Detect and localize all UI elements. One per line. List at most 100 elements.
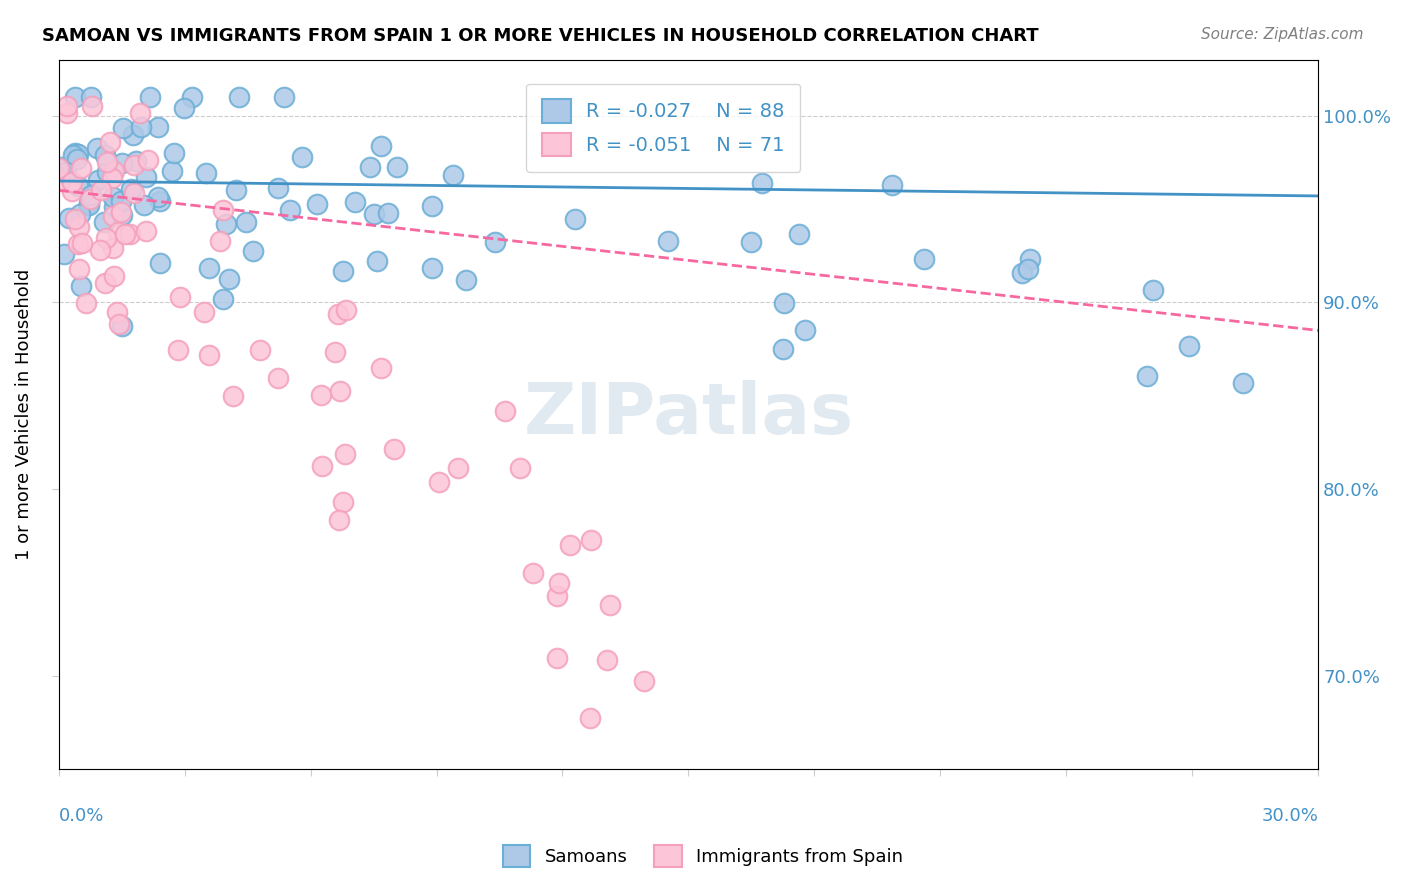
Point — [335, 303, 357, 318]
Point — [136, 153, 159, 167]
Point — [89, 243, 111, 257]
Point — [235, 215, 257, 229]
Point — [509, 461, 531, 475]
Point — [740, 235, 762, 249]
Point — [118, 227, 141, 242]
Point — [52, 247, 75, 261]
Point — [579, 711, 602, 725]
Point — [79, 90, 101, 104]
Point — [1136, 369, 1159, 384]
Point — [311, 388, 333, 402]
Point — [79, 198, 101, 212]
Text: 0.0%: 0.0% — [59, 806, 104, 825]
Point — [122, 158, 145, 172]
Point — [48, 174, 70, 188]
Point — [420, 199, 443, 213]
Point — [101, 189, 124, 203]
Point — [103, 163, 125, 178]
Point — [195, 165, 218, 179]
Point — [100, 170, 122, 185]
Point — [377, 206, 399, 220]
Point — [107, 225, 129, 239]
Text: ZIPatlas: ZIPatlas — [523, 380, 853, 449]
Point — [305, 197, 328, 211]
Point — [132, 198, 155, 212]
Point — [359, 160, 381, 174]
Point — [221, 389, 243, 403]
Point — [129, 106, 152, 120]
Point — [55, 99, 77, 113]
Point — [122, 128, 145, 142]
Point — [1232, 376, 1254, 391]
Point — [484, 235, 506, 249]
Point — [242, 244, 264, 258]
Point — [111, 319, 134, 334]
Point — [60, 175, 83, 189]
Point — [79, 187, 101, 202]
Point — [328, 513, 350, 527]
Point — [546, 650, 568, 665]
Point — [596, 653, 619, 667]
Point — [87, 173, 110, 187]
Point — [323, 344, 346, 359]
Point — [751, 176, 773, 190]
Point — [148, 120, 170, 135]
Point — [124, 153, 146, 168]
Point — [48, 161, 70, 176]
Point — [193, 305, 215, 319]
Point — [62, 148, 84, 162]
Point — [135, 169, 157, 184]
Point — [120, 182, 142, 196]
Point — [135, 223, 157, 237]
Point — [94, 147, 117, 161]
Point — [105, 305, 128, 319]
Point — [420, 260, 443, 275]
Point — [494, 404, 516, 418]
Point — [98, 135, 121, 149]
Point — [599, 599, 621, 613]
Point — [633, 673, 655, 688]
Point — [72, 236, 94, 251]
Point — [326, 307, 349, 321]
Point — [441, 168, 464, 182]
Point — [332, 494, 354, 508]
Point — [80, 99, 103, 113]
Point — [880, 178, 903, 192]
Point — [63, 212, 86, 227]
Point — [382, 442, 405, 457]
Point — [1017, 261, 1039, 276]
Point — [49, 160, 72, 174]
Point — [160, 163, 183, 178]
Point — [564, 212, 586, 227]
Point — [79, 192, 101, 206]
Point — [103, 209, 125, 223]
Point — [1019, 252, 1042, 267]
Point — [111, 121, 134, 136]
Point — [53, 168, 76, 182]
Legend: Samoans, Immigrants from Spain: Samoans, Immigrants from Spain — [496, 838, 910, 874]
Point — [66, 237, 89, 252]
Point — [77, 196, 100, 211]
Point — [63, 146, 86, 161]
Point — [110, 208, 132, 222]
Point — [209, 234, 232, 248]
Point — [772, 342, 794, 356]
Point — [67, 220, 90, 235]
Point — [1142, 283, 1164, 297]
Point — [70, 161, 93, 176]
Point — [912, 252, 935, 266]
Point — [218, 272, 240, 286]
Point — [96, 154, 118, 169]
Point — [70, 278, 93, 293]
Point — [96, 231, 118, 245]
Point — [579, 533, 602, 548]
Point — [343, 194, 366, 209]
Point — [110, 194, 132, 208]
Point — [108, 317, 131, 331]
Point — [148, 190, 170, 204]
Point — [66, 179, 89, 194]
Point — [787, 227, 810, 241]
Point — [90, 183, 112, 197]
Point — [58, 211, 80, 225]
Point — [278, 203, 301, 218]
